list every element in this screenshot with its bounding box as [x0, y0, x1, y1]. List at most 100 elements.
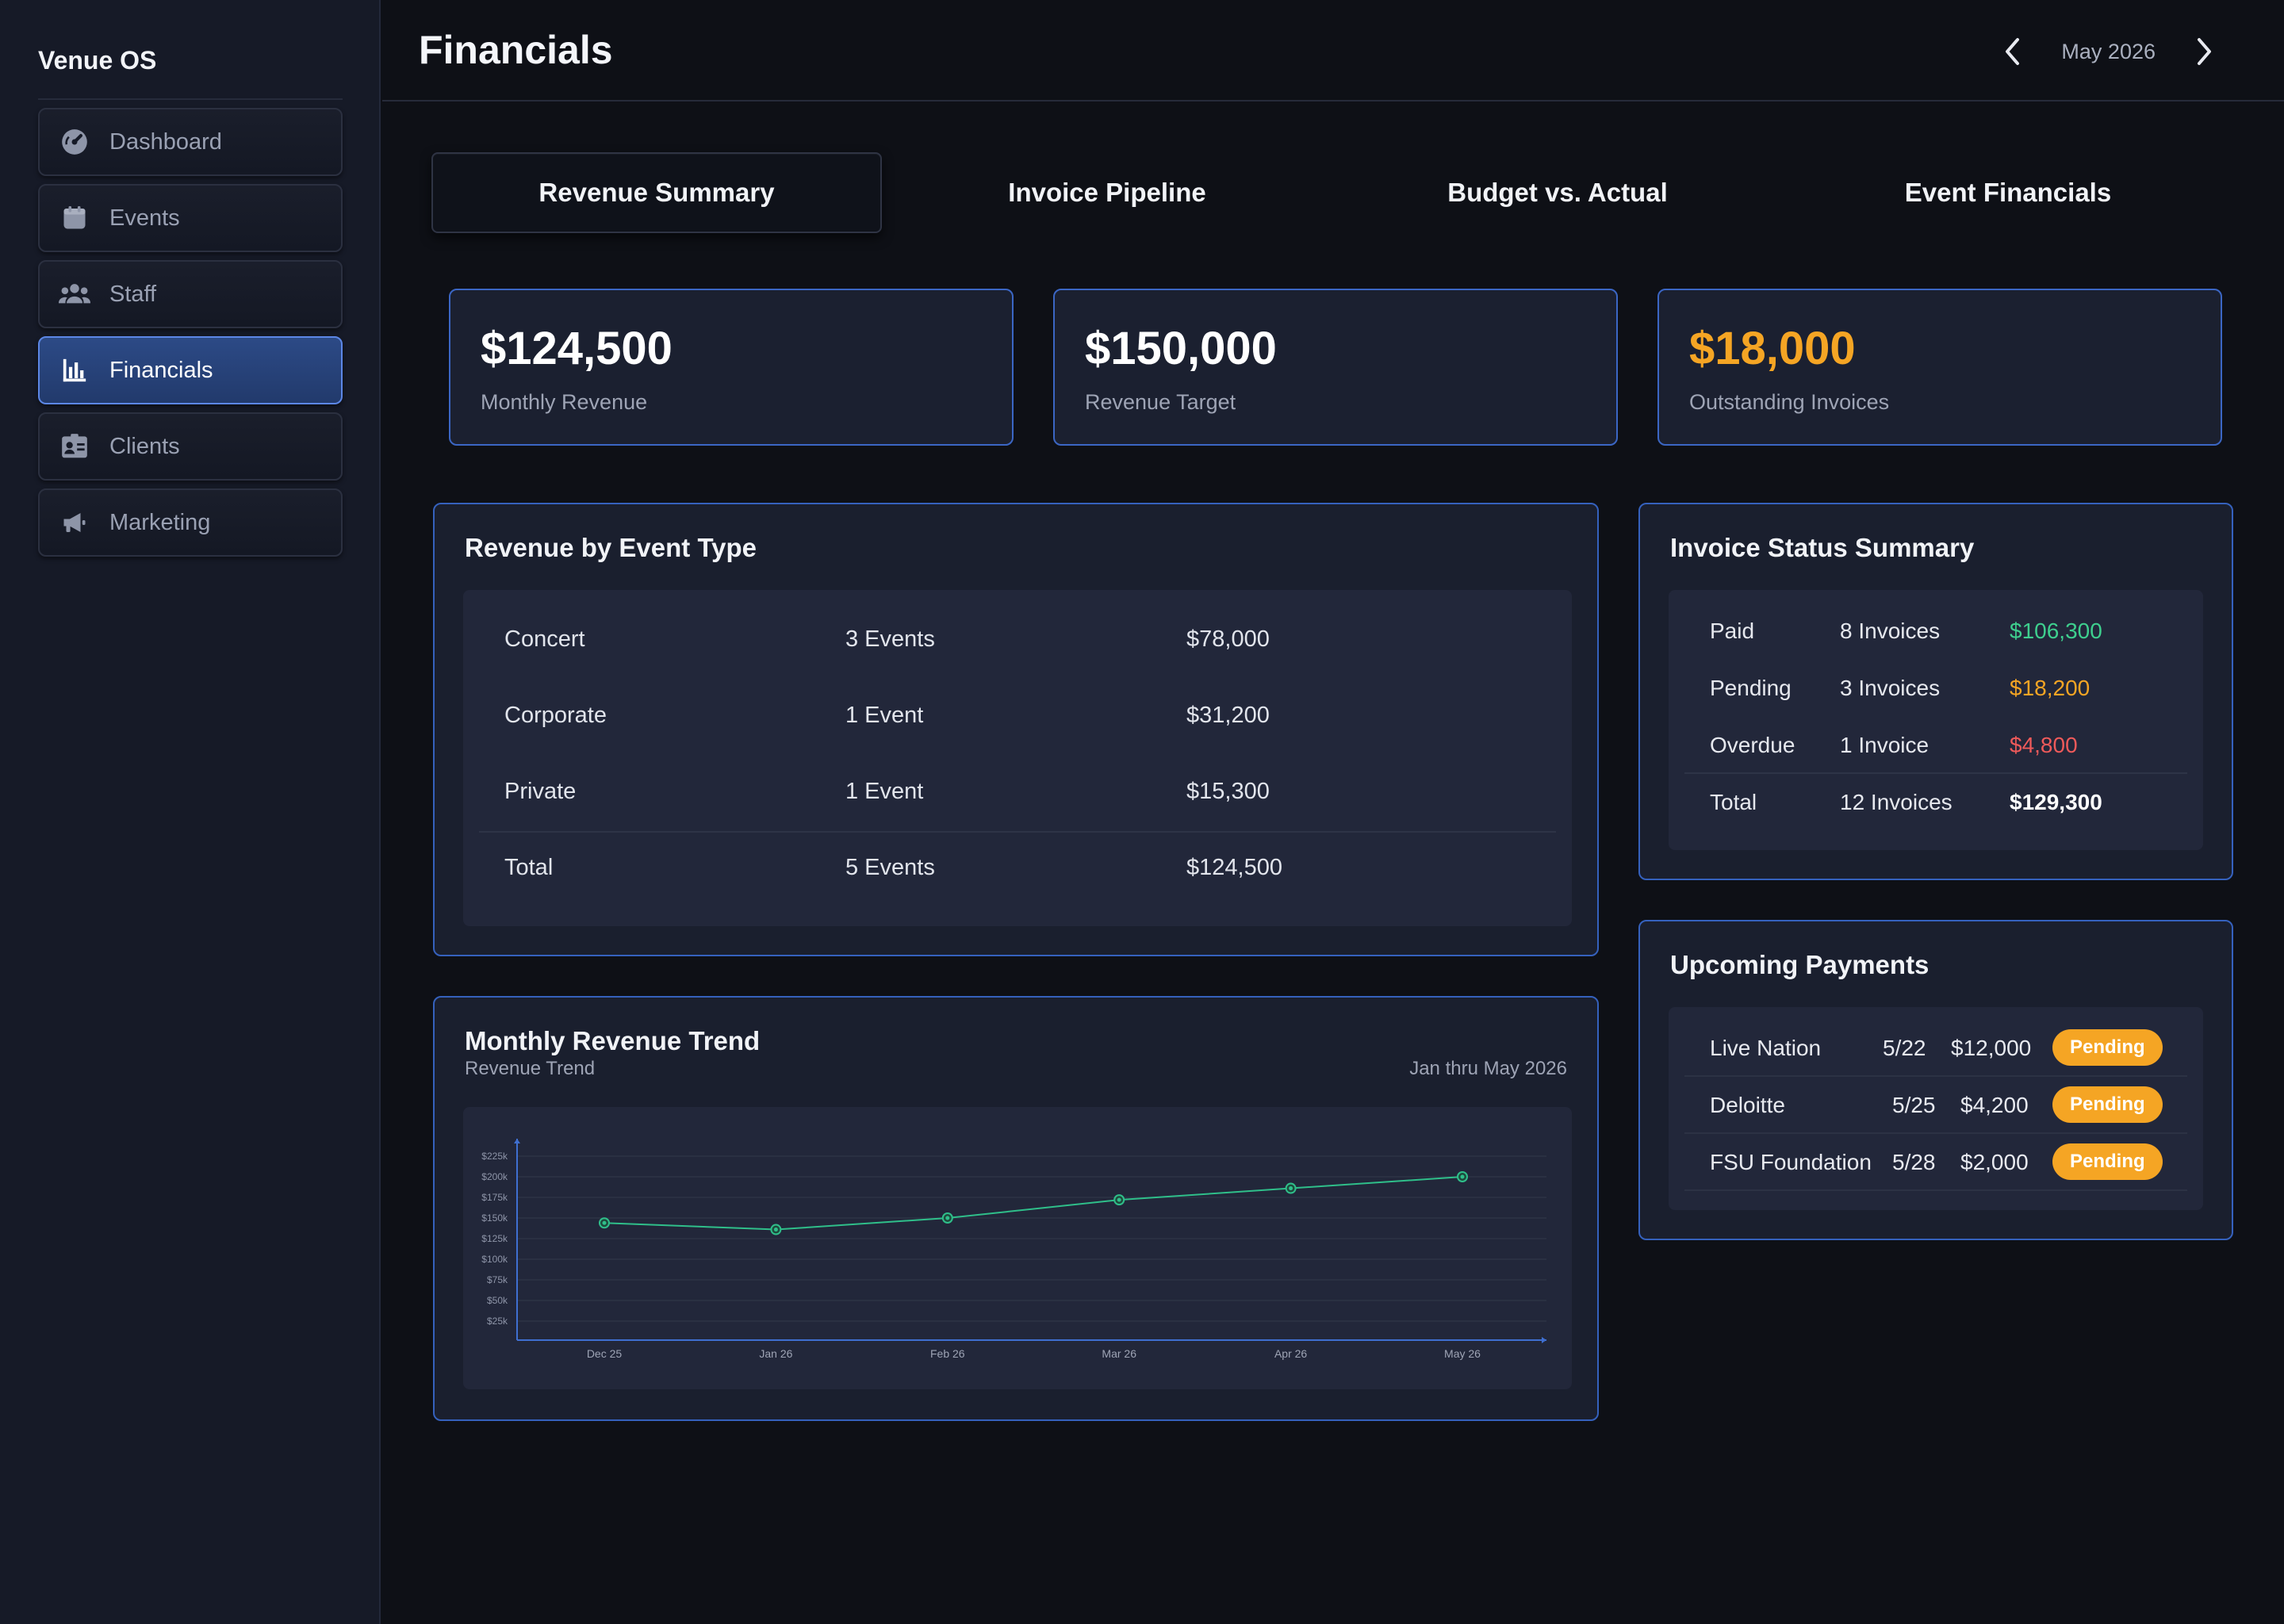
- total-label: Total: [1710, 790, 1757, 814]
- row-divider: [479, 831, 1556, 833]
- total-count: 12 Invoices: [1840, 790, 1953, 814]
- kpi-card-outstanding-invoices: $18,000 Outstanding Invoices: [1657, 289, 2222, 446]
- tab-budget-vs-actual[interactable]: Budget vs. Actual: [1447, 178, 1668, 207]
- sidebar-item-events[interactable]: Events: [38, 184, 343, 252]
- table-row: Private 1 Event $15,300: [463, 755, 1572, 831]
- total-amount: $129,300: [2010, 790, 2102, 814]
- kpi-label: Revenue Target: [1085, 390, 1236, 414]
- chevron-right-icon[interactable]: [2187, 32, 2222, 71]
- tab-invoice-pipeline[interactable]: Invoice Pipeline: [1008, 178, 1206, 207]
- payment-client: Deloitte: [1710, 1093, 1785, 1117]
- page-header: Financials May 2026: [382, 0, 2284, 102]
- tab-revenue-summary[interactable]: Revenue Summary: [431, 152, 882, 233]
- sidebar-item-dashboard[interactable]: Dashboard: [38, 108, 343, 176]
- payment-client: FSU Foundation: [1710, 1150, 1872, 1174]
- data-point-core: [945, 1216, 950, 1220]
- event-type: Concert: [504, 626, 585, 652]
- event-amount: $15,300: [1186, 779, 1270, 804]
- event-amount: $31,200: [1186, 703, 1270, 728]
- monthly-revenue-trend-panel: Monthly Revenue Trend Revenue Trend Jan …: [433, 996, 1599, 1421]
- dashboard-icon: [59, 126, 90, 158]
- megaphone-icon: [59, 507, 90, 538]
- invoice-amount: $106,300: [2010, 619, 2102, 643]
- invoice-status-table: Paid 8 Invoices $106,300 Pending 3 Invoi…: [1669, 590, 2203, 850]
- current-month: May 2026: [2061, 39, 2156, 63]
- sidebar-item-label: Dashboard: [109, 128, 222, 155]
- event-count: 1 Event: [845, 703, 924, 728]
- status-badge: Pending: [2052, 1143, 2163, 1180]
- y-axis-arrow: [514, 1139, 520, 1143]
- upcoming-payments-list: Live Nation 5/22 $12,000 Pending Deloitt…: [1669, 1007, 2203, 1210]
- data-point-core: [1460, 1174, 1465, 1179]
- sidebar-item-label: Clients: [109, 433, 180, 459]
- kpi-label: Monthly Revenue: [481, 390, 648, 414]
- sidebar-item-clients[interactable]: Clients: [38, 412, 343, 481]
- data-point-core: [602, 1220, 607, 1225]
- tab-event-financials[interactable]: Event Financials: [1904, 178, 2112, 207]
- x-axis-arrow: [1542, 1337, 1546, 1343]
- payment-date: 5/22: [1883, 1036, 1926, 1060]
- list-item: Live Nation 5/22 $12,000 Pending: [1669, 1018, 2203, 1075]
- y-tick-label: $25k: [487, 1316, 508, 1327]
- status-badge: Pending: [2052, 1029, 2163, 1066]
- y-tick-label: $175k: [481, 1192, 508, 1203]
- y-tick-label: $200k: [481, 1171, 508, 1182]
- sidebar-item-financials[interactable]: Financials: [38, 336, 343, 404]
- brand-name: Venue OS: [38, 46, 157, 75]
- payment-date: 5/25: [1892, 1093, 1936, 1117]
- data-point-core: [1117, 1197, 1121, 1202]
- table-row: Pending 3 Invoices $18,200: [1669, 658, 2203, 715]
- sidebar-item-marketing[interactable]: Marketing: [38, 488, 343, 557]
- series-line: [604, 1176, 1463, 1231]
- invoice-count: 3 Invoices: [1840, 676, 1941, 700]
- kpi-card-revenue-target: $150,000 Revenue Target: [1053, 289, 1618, 446]
- invoice-status-panel: Invoice Status Summary Paid 8 Invoices $…: [1638, 503, 2233, 880]
- event-count: 1 Event: [845, 779, 924, 804]
- event-amount: $78,000: [1186, 626, 1270, 652]
- event-type: Corporate: [504, 703, 607, 728]
- sidebar-divider: [38, 98, 343, 100]
- table-total-row: Total 12 Invoices $129,300: [1669, 772, 2203, 829]
- sidebar: Venue OS Dashboard Events Staff Financia: [0, 0, 381, 1624]
- data-point-core: [773, 1228, 778, 1232]
- payment-date: 5/28: [1892, 1150, 1936, 1174]
- invoice-status: Overdue: [1710, 733, 1795, 757]
- row-divider: [1684, 1075, 2187, 1077]
- chevron-left-icon[interactable]: [1995, 32, 2029, 71]
- invoice-count: 8 Invoices: [1840, 619, 1941, 643]
- contact-card-icon: [59, 431, 90, 462]
- table-total-row: Total 5 Events $124,500: [463, 831, 1572, 907]
- total-count: 5 Events: [845, 855, 935, 880]
- revenue-by-type-table: Concert 3 Events $78,000 Corporate 1 Eve…: [463, 590, 1572, 926]
- kpi-value: $150,000: [1085, 323, 1277, 374]
- sidebar-item-label: Financials: [109, 357, 213, 383]
- panel-title: Monthly Revenue Trend: [465, 1026, 761, 1055]
- y-tick-label: $50k: [487, 1295, 508, 1306]
- invoice-amount: $4,800: [2010, 733, 2078, 757]
- kpi-value: $18,000: [1689, 323, 1856, 374]
- y-tick-label: $75k: [487, 1274, 508, 1285]
- month-navigator: May 2026: [1995, 32, 2222, 71]
- chart-area: $25k $50k $75k $100k $125k $150k $175k $200k $22…: [463, 1107, 1572, 1389]
- upcoming-payments-panel: Upcoming Payments Live Nation 5/22 $12,0…: [1638, 920, 2233, 1240]
- invoice-count: 1 Invoice: [1840, 733, 1930, 757]
- event-type: Private: [504, 779, 577, 804]
- bar-chart-icon: [59, 354, 90, 386]
- x-tick-label: Mar 26: [1102, 1347, 1136, 1360]
- sidebar-item-label: Marketing: [109, 509, 211, 535]
- users-icon: [59, 278, 90, 310]
- status-badge: Pending: [2052, 1086, 2163, 1123]
- x-tick-label: Dec 25: [587, 1347, 623, 1360]
- payment-amount: $4,200: [1960, 1093, 2029, 1117]
- sidebar-item-staff[interactable]: Staff: [38, 260, 343, 328]
- y-tick-label: $100k: [481, 1254, 508, 1265]
- invoice-status: Pending: [1710, 676, 1792, 700]
- x-tick-label: May 26: [1444, 1347, 1481, 1360]
- page-title: Financials: [419, 28, 613, 72]
- panel-title: Revenue by Event Type: [465, 533, 757, 562]
- chart-date-range: Jan thru May 2026: [1409, 1058, 1567, 1079]
- revenue-line-chart: $25k $50k $75k $100k $125k $150k $175k $200k $22…: [481, 1139, 1546, 1360]
- panel-title: Invoice Status Summary: [1670, 533, 1975, 562]
- table-row: Overdue 1 Invoice $4,800: [1669, 715, 2203, 772]
